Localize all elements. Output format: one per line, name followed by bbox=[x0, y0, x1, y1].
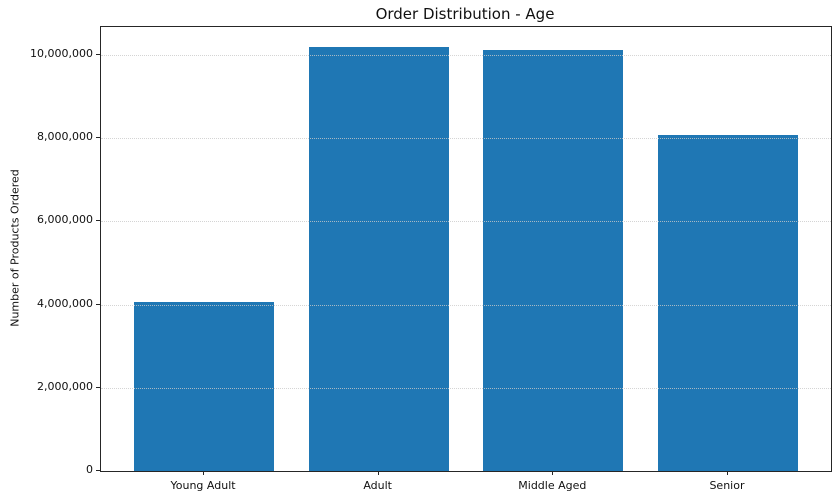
y-tick-mark bbox=[96, 470, 100, 471]
bar-young-adult bbox=[134, 302, 274, 471]
y-tick-mark bbox=[96, 137, 100, 139]
bar-middle-aged bbox=[483, 50, 624, 471]
chart-title: Order Distribution - Age bbox=[375, 5, 555, 23]
gridline-y-10000000 bbox=[101, 54, 831, 56]
y-tick-mark bbox=[96, 220, 100, 222]
gridline-y-4000000 bbox=[101, 304, 831, 306]
gridline-y-8000000 bbox=[101, 138, 831, 140]
y-tick-label: 0 bbox=[86, 463, 93, 476]
x-tick-mark bbox=[726, 471, 728, 475]
bar-senior bbox=[658, 134, 798, 471]
x-tick-label-middle-aged: Middle Aged bbox=[518, 479, 587, 492]
gridline-y-6000000 bbox=[101, 221, 831, 223]
y-tick-label: 4,000,000 bbox=[37, 296, 93, 310]
y-tick-mark bbox=[96, 53, 100, 55]
x-tick-mark bbox=[203, 471, 205, 475]
y-tick-label: 10,000,000 bbox=[30, 46, 93, 60]
x-tick-label-adult: Adult bbox=[363, 479, 392, 492]
x-tick-label-senior: Senior bbox=[709, 479, 745, 492]
y-tick-mark bbox=[96, 386, 100, 388]
gridline-y-2000000 bbox=[101, 387, 831, 389]
x-tick-mark bbox=[552, 471, 554, 475]
y-tick-mark bbox=[96, 303, 100, 305]
y-tick-label: 2,000,000 bbox=[37, 379, 93, 393]
y-tick-label: 6,000,000 bbox=[37, 213, 93, 227]
plot-area bbox=[100, 26, 832, 472]
x-tick-mark bbox=[377, 471, 379, 475]
x-tick-label-young-adult: Young Adult bbox=[170, 479, 236, 492]
y-tick-label: 8,000,000 bbox=[37, 130, 93, 144]
bar-adult bbox=[308, 47, 449, 471]
